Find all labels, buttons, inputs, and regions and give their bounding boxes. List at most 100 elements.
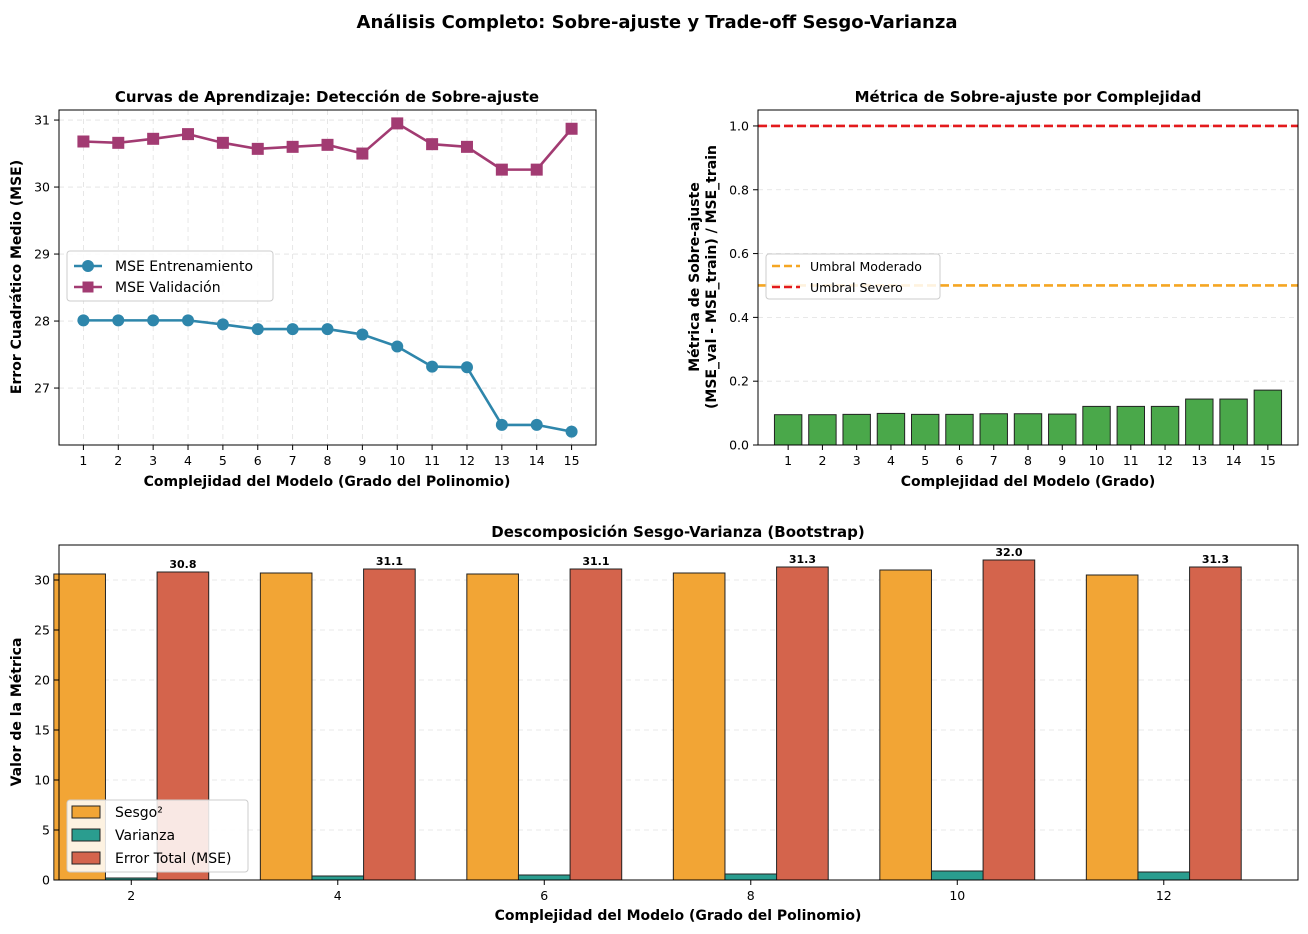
bias-variance-xticks: 2 4 6 8 10 12 [127,880,1172,903]
x-tick-label: 1 [784,453,792,468]
learning-curves-ylabel: Error Cuadrático Medio (MSE) [9,160,25,394]
overfit-bar [1116,405,1145,446]
x-tick-label: 11 [1123,453,1139,468]
overfit-bar [945,413,974,446]
y-tick-label: 0 [42,873,50,888]
data-point-validation [216,136,229,149]
y-tick-label: 0.8 [729,182,749,197]
x-tick-label: 7 [990,453,998,468]
x-tick-label: 5 [219,453,227,468]
data-point-validation [356,147,369,160]
legend-total-swatch [71,851,101,865]
total-error-label: 31.1 [582,555,609,568]
data-point-train [216,318,229,331]
x-tick-label: 5 [921,453,929,468]
data-point-validation [530,163,543,176]
x-tick-label: 12 [459,453,475,468]
y-tick-label: 30 [34,180,50,195]
bias-variance-ylabel: Valor de la Métrica [9,638,25,787]
bias-variance-panel: Descomposición Sesgo-Varianza (Bootstrap… [9,523,1299,924]
overfit-metric-plot [758,124,1298,446]
y-tick-label: 0.6 [729,246,749,261]
overfit-bar [1150,405,1180,446]
bias-bar [1085,574,1139,881]
bias-bar [466,573,519,881]
x-tick-label: 4 [184,453,192,468]
y-tick-label: 27 [34,381,50,396]
variance-bar [1137,871,1191,881]
legend-bias-swatch [71,805,101,819]
legend-box [66,250,274,302]
data-point-train [321,323,334,336]
data-point-train [426,360,439,373]
learning-curves-grid [59,110,596,445]
data-point-validation [460,140,473,153]
overfit-bar [979,413,1008,446]
legend-bias-label: Sesgo² [115,805,163,821]
x-tick-label: 8 [1024,453,1032,468]
overfit-bar [1048,413,1077,446]
total-error-bar [776,566,829,881]
legend-train-label: MSE Entrenamiento [115,259,253,275]
y-tick-label: 31 [34,113,50,128]
x-tick-label: 10 [1089,453,1105,468]
overfit-metric-legend: Umbral Moderado Umbral Severo [765,253,941,300]
data-point-validation [286,140,299,153]
x-tick-label: 15 [1260,453,1276,468]
bias-variance-legend: Sesgo² Varianza Error Total (MSE) [66,799,249,873]
bias-variance-plot: 30.8 31.1 31.1 31.3 32.0 31.3 [53,546,1242,881]
legend-box [66,799,249,873]
data-point-validation [426,138,439,151]
data-point-validation [77,135,90,148]
legend-val-label: MSE Validación [115,280,221,296]
data-point-train [495,418,508,431]
data-point-train [77,314,90,327]
x-tick-label: 2 [127,888,135,903]
overfit-bar [842,413,871,446]
x-tick-label: 11 [424,453,440,468]
bias-variance-frame [58,544,1299,881]
y-tick-label: 28 [34,314,50,329]
x-tick-label: 3 [853,453,861,468]
overfit-metric-title: Métrica de Sobre-ajuste por Complejidad [855,88,1202,106]
y-tick-label: 1.0 [729,118,749,133]
learning-curves-plot [77,117,578,438]
y-tick-label: 5 [42,823,50,838]
bias-bar [672,572,726,881]
overfit-metric-yticks: 0.0 0.2 0.4 0.6 0.8 1.0 [729,118,758,453]
overfit-metric-xticks: 1 2 3 4 5 6 7 8 9 10 11 12 13 14 15 [784,445,1276,468]
x-tick-label: 4 [334,888,342,903]
learning-curves-xlabel: Complejidad del Modelo (Grado del Polino… [144,474,511,490]
x-tick-label: 7 [289,453,297,468]
overfit-bar [911,413,940,446]
total-error-label: 31.1 [376,555,403,568]
x-tick-label: 13 [494,453,510,468]
total-error-bar [982,559,1036,881]
data-point-train [460,361,473,374]
legend-moderate-label: Umbral Moderado [810,259,922,274]
overfit-bar [808,414,837,446]
overfit-metric-ylabel-line2: (MSE_val - MSE_train) / MSE_train [704,145,720,409]
data-point-validation [565,122,578,135]
x-tick-label: 6 [955,453,963,468]
data-point-validation [182,128,195,141]
data-point-train [251,323,264,336]
total-error-bar [1189,566,1242,881]
learning-curves-yticks: 27 28 29 30 31 [34,113,59,396]
data-point-validation [112,136,125,149]
x-tick-label: 12 [1157,453,1173,468]
overfit-metric-panel: Métrica de Sobre-ajuste por Complejidad … [687,88,1299,490]
y-tick-label: 25 [34,623,50,638]
x-tick-label: 1 [79,453,87,468]
y-tick-label: 0.0 [729,438,749,453]
total-error-label: 31.3 [1202,553,1229,566]
data-point-validation [391,117,404,130]
y-tick-label: 10 [34,773,50,788]
variance-bar [930,870,984,881]
bias-variance-xlabel: Complejidad del Modelo (Grado del Polino… [495,908,862,924]
x-tick-label: 10 [389,453,405,468]
total-error-bar [363,568,416,881]
legend-variance-swatch [71,828,101,842]
learning-curves-legend: MSE Entrenamiento MSE Validación [66,250,274,302]
